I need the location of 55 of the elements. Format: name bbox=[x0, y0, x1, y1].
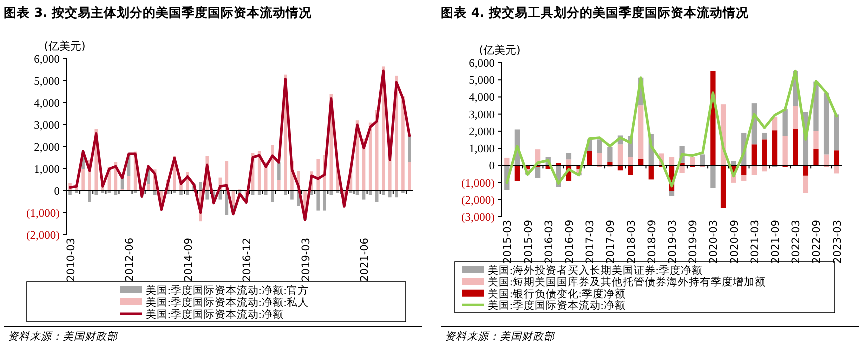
legend-label: 美国:季度国际资本流动:净额:私人 bbox=[146, 296, 309, 309]
chart-title: 图表 4. 按交易工具划分的美国季度国际资本流动情况 bbox=[441, 5, 750, 20]
x-tick-label: 2021-09 bbox=[770, 220, 782, 264]
x-tick-label: 2017-03 bbox=[584, 220, 597, 264]
y-tick-label: 2,000 bbox=[469, 126, 496, 138]
x-tick-label: 2023-03 bbox=[832, 220, 844, 264]
y-tick-label: (1,000) bbox=[461, 178, 496, 190]
x-tick-label: 2019-03 bbox=[667, 220, 679, 264]
y-tick-label: 3,000 bbox=[469, 109, 496, 122]
chart-title: 图表 3. 按交易主体划分的美国季度国际资本流动情况 bbox=[4, 5, 314, 20]
x-tick-label: 2019-03 bbox=[300, 238, 312, 282]
legend-label: 美国:季度国际资本流动:净额:官方 bbox=[146, 284, 309, 297]
y-tick-label: (1,000) bbox=[26, 208, 60, 220]
y-tick-label: 1,000 bbox=[469, 144, 496, 156]
text: 资料来源：美国财政部 bbox=[445, 331, 556, 343]
x-tick-label: 2010-03 bbox=[65, 238, 78, 282]
x-tick-label: 2018-03 bbox=[626, 220, 638, 264]
x-tick-label: 2020-03 bbox=[708, 220, 720, 264]
x-tick-label: 2016-09 bbox=[564, 220, 576, 264]
x-tick-label: 2021-03 bbox=[749, 220, 762, 264]
x-tick-label: 2021-06 bbox=[359, 238, 372, 282]
x-tick-label: 2018-09 bbox=[646, 220, 658, 264]
y-tick-label: 6,000 bbox=[469, 58, 496, 70]
y-tick-label: 5,000 bbox=[34, 76, 60, 88]
y-tick-label: 6,000 bbox=[34, 54, 60, 66]
x-tick-label: 2017-09 bbox=[605, 220, 618, 264]
x-tick-label: 2020-09 bbox=[728, 220, 741, 264]
y-tick-label: (2,000) bbox=[461, 194, 496, 207]
y-tick-label: 0 bbox=[489, 160, 496, 173]
text: 资料来源：美国财政部 bbox=[8, 331, 119, 343]
legend-label: 美国:海外投资者买入长期美国证券:季度净额 bbox=[488, 264, 703, 277]
y-tick-label: 5,000 bbox=[469, 75, 496, 88]
y-tick-label: 4,000 bbox=[34, 98, 60, 110]
x-tick-label: 2012-06 bbox=[124, 238, 136, 282]
x-tick-label: 2022-09 bbox=[811, 220, 824, 264]
legend-label: 美国:季度国际资本流动:净额 bbox=[146, 308, 284, 321]
y-axis-title: (亿美元) bbox=[479, 44, 521, 57]
legend-label: 美国:季度国际资本流动:净额 bbox=[488, 299, 626, 312]
y-tick-label: 2,000 bbox=[34, 142, 60, 154]
y-tick-label: 1,000 bbox=[34, 164, 60, 176]
y-tick-label: 4,000 bbox=[469, 92, 496, 104]
x-tick-label: 2014-09 bbox=[182, 238, 195, 282]
x-tick-label: 2019-09 bbox=[688, 220, 700, 264]
y-tick-label: (3,000) bbox=[461, 212, 496, 224]
x-tick-label: 2015-09 bbox=[522, 220, 535, 264]
x-tick-label: 2016-12 bbox=[242, 238, 254, 282]
x-tick-label: 2022-03 bbox=[790, 220, 803, 264]
y-tick-label: 0 bbox=[54, 186, 60, 198]
y-axis-title: (亿美元) bbox=[44, 40, 86, 53]
y-tick-label: (2,000) bbox=[26, 230, 60, 242]
x-tick-label: 2015-03 bbox=[502, 220, 514, 264]
legend-label: 美国:银行负债变化:季度净额 bbox=[488, 287, 626, 300]
legend-label: 美国:短期美国国库券及其他托管债券海外持有季度增加额 bbox=[488, 276, 766, 289]
y-tick-label: 3,000 bbox=[34, 120, 60, 132]
x-tick-label: 2016-03 bbox=[543, 220, 556, 264]
